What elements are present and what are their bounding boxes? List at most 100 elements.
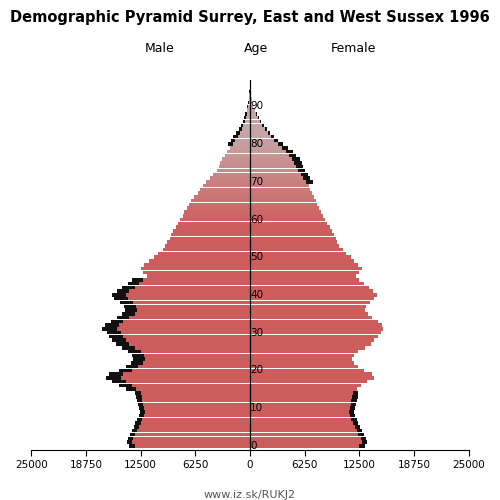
Bar <box>250 358 352 361</box>
Bar <box>250 376 374 380</box>
Bar <box>250 372 372 376</box>
Bar <box>250 368 364 372</box>
Bar <box>250 165 296 168</box>
Bar <box>250 361 354 364</box>
Bar <box>133 436 250 440</box>
Bar <box>218 165 250 168</box>
Bar <box>250 236 336 240</box>
Bar <box>178 222 250 225</box>
Bar <box>250 256 350 259</box>
Bar <box>144 270 250 274</box>
Bar <box>250 312 368 316</box>
Bar <box>176 226 250 229</box>
Bar <box>250 312 368 316</box>
Bar <box>250 172 308 176</box>
Bar <box>250 161 302 164</box>
Bar <box>249 97 250 100</box>
Bar <box>250 331 381 334</box>
Bar <box>134 286 250 289</box>
Bar <box>154 256 250 259</box>
Bar <box>167 240 250 244</box>
Bar <box>137 308 250 312</box>
Bar <box>136 392 250 395</box>
Bar <box>154 256 250 259</box>
Bar <box>250 120 261 123</box>
Bar <box>250 218 325 222</box>
Bar <box>132 278 250 281</box>
Bar <box>250 263 358 266</box>
Bar <box>250 142 278 146</box>
Text: Female: Female <box>330 42 376 55</box>
Bar <box>120 331 250 334</box>
Bar <box>250 176 304 180</box>
Bar <box>250 150 286 154</box>
Bar <box>231 138 250 142</box>
Bar <box>250 120 260 123</box>
Bar <box>249 94 250 97</box>
Bar <box>250 425 360 428</box>
Bar <box>246 116 250 119</box>
Bar <box>112 380 250 384</box>
Bar <box>128 297 250 300</box>
Bar <box>250 338 374 342</box>
Bar <box>250 248 342 252</box>
Bar <box>144 414 250 418</box>
Bar <box>200 188 250 191</box>
Bar <box>165 244 250 248</box>
Bar <box>250 158 300 161</box>
Text: 80: 80 <box>250 139 263 149</box>
Bar <box>250 278 360 281</box>
Bar <box>250 240 338 244</box>
Bar <box>250 263 358 266</box>
Bar <box>144 402 250 406</box>
Bar <box>250 210 321 214</box>
Bar <box>250 422 353 425</box>
Bar <box>162 248 250 252</box>
Bar <box>122 312 250 316</box>
Bar <box>119 324 250 327</box>
Bar <box>250 161 294 164</box>
Bar <box>189 202 250 206</box>
Bar <box>250 440 367 444</box>
Bar <box>250 365 358 368</box>
Bar <box>142 399 250 402</box>
Text: 0: 0 <box>250 441 256 451</box>
Bar <box>250 376 374 380</box>
Bar <box>109 372 250 376</box>
Bar <box>126 338 250 342</box>
Bar <box>250 399 356 402</box>
Bar <box>250 334 378 338</box>
Text: 70: 70 <box>250 177 263 187</box>
Bar <box>114 297 250 300</box>
Bar <box>234 135 250 138</box>
Bar <box>250 324 382 327</box>
Bar <box>250 146 282 150</box>
Bar <box>250 429 362 432</box>
Bar <box>250 444 360 448</box>
Bar <box>250 432 364 436</box>
Bar <box>250 210 321 214</box>
Bar <box>250 104 254 108</box>
Bar <box>240 131 250 134</box>
Bar <box>133 301 250 304</box>
Bar <box>250 354 354 357</box>
Bar <box>200 188 250 191</box>
Bar <box>250 368 364 372</box>
Bar <box>187 206 250 210</box>
Bar <box>250 406 355 410</box>
Bar <box>250 233 334 236</box>
Bar <box>250 327 383 330</box>
Bar <box>250 334 378 338</box>
Bar <box>250 199 316 202</box>
Bar <box>250 260 354 263</box>
Bar <box>111 320 250 323</box>
Bar <box>144 278 250 281</box>
Bar <box>250 206 319 210</box>
Bar <box>128 436 250 440</box>
Bar <box>250 94 251 97</box>
Bar <box>250 112 256 116</box>
Bar <box>178 222 250 225</box>
Bar <box>145 358 250 361</box>
Bar <box>250 342 370 345</box>
Bar <box>250 297 374 300</box>
